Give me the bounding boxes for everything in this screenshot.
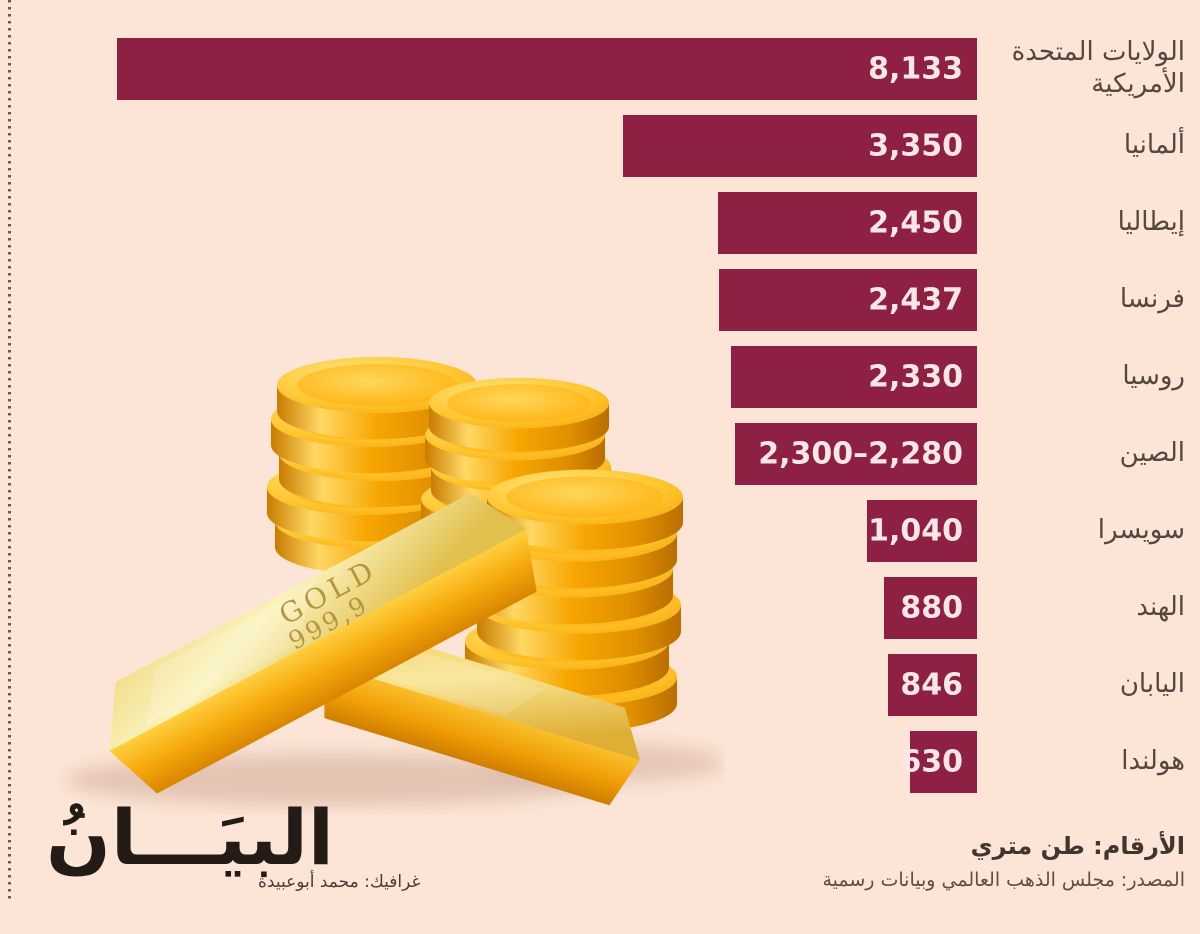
chart-row: الهند 880 xyxy=(12,577,1185,639)
chart-rows: الولايات المتحدة الأمريكية 8,133 ألمانيا 3,… xyxy=(12,37,1185,793)
chart-row: الولايات المتحدة الأمريكية 8,133 xyxy=(12,37,1185,100)
chart-row: فرنسا 2,437 xyxy=(12,269,1185,331)
country-label: إيطاليا xyxy=(1117,207,1185,238)
value-label: 2,450 xyxy=(868,205,963,241)
chart-row: ألمانيا 3,350 xyxy=(12,115,1185,177)
value-bar: 2,330 xyxy=(731,346,977,408)
value-label: 3,350 xyxy=(868,128,963,164)
chart-row: اليابان 846 xyxy=(12,654,1185,716)
chart-row: إيطاليا 2,450 xyxy=(12,192,1185,254)
country-label: روسيا xyxy=(1122,361,1185,392)
chart-row: هولندا 630 xyxy=(12,731,1185,793)
unit-note: الأرقام: طن متري xyxy=(970,832,1185,860)
country-label: هولندا xyxy=(1121,746,1185,777)
chart-row: الصين 2,300–2,280 xyxy=(12,423,1185,485)
country-label: الصين xyxy=(1119,438,1185,469)
gold-bars-coins-illustration: GOLD 999,9 xyxy=(65,357,725,806)
country-label: سويسرا xyxy=(1097,515,1185,546)
value-bar: 2,300–2,280 xyxy=(735,423,977,485)
value-bar: 2,437 xyxy=(719,269,977,331)
country-label: الهند xyxy=(1136,592,1185,623)
country-label: فرنسا xyxy=(1119,284,1185,315)
value-bar: 846 xyxy=(888,654,977,716)
gold-ingot-engraved: GOLD 999,9 xyxy=(109,493,537,794)
value-bar: 630 xyxy=(900,731,977,793)
gold-reserves-chart: الولايات المتحدة الأمريكية 8,133 ألمانيا 3,… xyxy=(12,37,1185,808)
value-bar: 2,450 xyxy=(718,192,977,254)
chart-row: روسيا 2,330 xyxy=(12,346,1185,408)
country-label: ألمانيا xyxy=(1123,130,1185,161)
value-label: 2,437 xyxy=(868,282,963,318)
value-label: 630 xyxy=(900,744,963,780)
value-bar: 3,350 xyxy=(623,115,977,177)
left-dotted-border xyxy=(8,0,11,902)
footer-notes: الأرقام: طن متري المصدر: مجلس الذهب العا… xyxy=(822,832,1185,891)
value-label: 8,133 xyxy=(868,51,963,87)
graphic-credit: غرافيك: محمد أبوعبيدة xyxy=(258,872,421,892)
source-note: المصدر: مجلس الذهب العالمي وبيانات رسمية xyxy=(822,869,1185,891)
country-label: الولايات المتحدة الأمريكية xyxy=(1011,37,1185,99)
albayan-logo: البيَـــانُ xyxy=(46,793,334,882)
value-label: 846 xyxy=(900,667,963,703)
value-label: 2,300–2,280 xyxy=(758,436,963,472)
value-label: 880 xyxy=(900,590,963,626)
value-label: 1,040 xyxy=(868,513,963,549)
value-bar: 8,133 xyxy=(117,38,977,100)
value-bar: 1,040 xyxy=(867,500,977,562)
country-label: اليابان xyxy=(1119,669,1185,700)
value-label: 2,330 xyxy=(868,359,963,395)
chart-row: سويسرا 1,040 xyxy=(12,500,1185,562)
value-bar: 880 xyxy=(884,577,977,639)
